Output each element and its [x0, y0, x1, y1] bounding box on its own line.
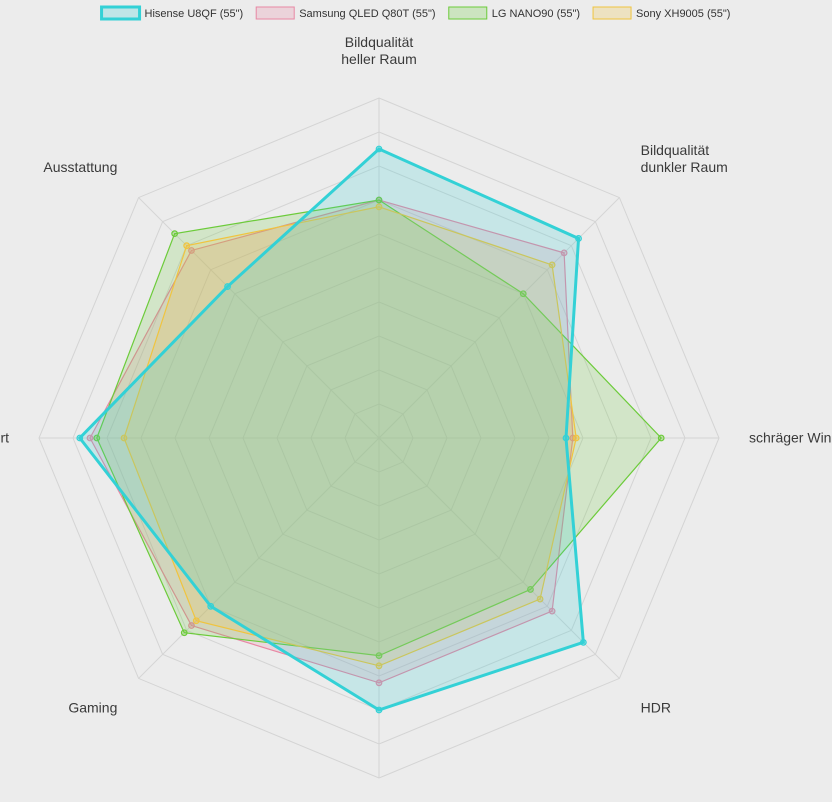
- axis-label-7-0: Ausstattung: [43, 159, 117, 175]
- data-point-0-7: [224, 283, 231, 290]
- axis-label-0-1: heller Raum: [341, 51, 416, 67]
- axis-label-1-0: Bildqualität: [641, 142, 710, 158]
- data-point-2-7: [171, 230, 179, 238]
- legend-label-1[interactable]: Samsung QLED Q80T (55"): [299, 8, 435, 20]
- legend-label-2[interactable]: LG NANO90 (55"): [492, 8, 580, 20]
- axis-label-5-0: Gaming: [68, 699, 117, 715]
- series-area-2: [96, 199, 663, 657]
- data-point-0-2: [562, 434, 570, 442]
- axis-label-3-0: HDR: [641, 699, 671, 715]
- data-point-1-1: [560, 249, 568, 257]
- data-point-2-2: [657, 434, 665, 442]
- data-point-3-2: [572, 434, 580, 442]
- legend-swatch-1[interactable]: [255, 6, 295, 20]
- data-point-0-3: [579, 638, 587, 646]
- legend-label-0[interactable]: Hisense U8QF (55"): [145, 8, 244, 20]
- grid-spoke: [138, 197, 380, 439]
- data-point-2-3: [527, 586, 534, 593]
- data-point-3-1: [548, 261, 556, 269]
- data-point-0-4: [375, 706, 383, 714]
- data-point-0-6: [76, 434, 84, 442]
- data-point-3-0: [375, 203, 383, 211]
- series-area-3: [123, 206, 577, 667]
- data-point-2-4: [375, 652, 383, 659]
- data-point-0-0: [375, 145, 383, 153]
- series-area-0: [77, 147, 585, 712]
- grid-spoke: [138, 437, 380, 679]
- data-point-2-5: [180, 629, 188, 637]
- axis-label-6-0: Sport: [0, 429, 9, 445]
- legend-swatch-0[interactable]: [100, 5, 142, 21]
- legend-label-3[interactable]: Sony XH9005 (55"): [636, 8, 730, 20]
- axis-label-2-0: schräger Winkel: [749, 429, 832, 445]
- series-area-1: [89, 199, 574, 684]
- axis-label-1-1: dunkler Raum: [641, 159, 728, 175]
- data-point-1-6: [86, 434, 94, 442]
- data-point-0-1: [575, 235, 582, 242]
- data-point-1-5: [188, 622, 195, 629]
- data-point-1-4: [375, 679, 383, 687]
- grid-spoke: [378, 437, 620, 679]
- data-point-1-7: [188, 247, 195, 254]
- data-point-2-6: [93, 434, 101, 442]
- data-point-3-4: [375, 662, 383, 670]
- data-point-3-3: [536, 595, 544, 603]
- axis-label-0-0: Bildqualität: [345, 34, 414, 50]
- data-point-2-1: [519, 290, 527, 298]
- data-point-3-6: [120, 434, 128, 442]
- legend-swatch-2[interactable]: [448, 6, 488, 20]
- legend-swatch-3[interactable]: [592, 6, 632, 20]
- data-point-3-5: [192, 617, 200, 625]
- data-point-1-3: [548, 607, 556, 615]
- data-point-2-0: [375, 196, 383, 204]
- data-point-0-5: [207, 602, 215, 610]
- data-point-3-7: [183, 242, 191, 250]
